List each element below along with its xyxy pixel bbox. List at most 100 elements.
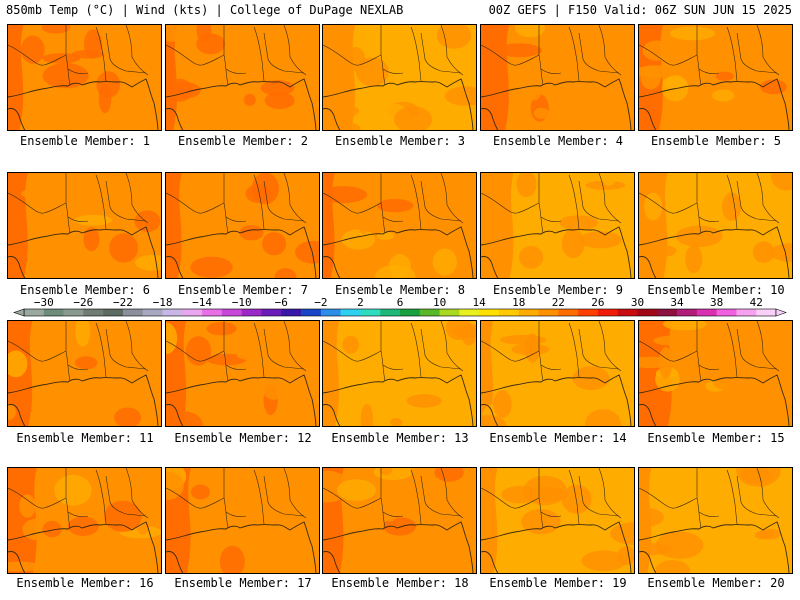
colorbar-bin	[380, 309, 401, 316]
state-border	[380, 321, 386, 382]
colorbar-bin	[24, 309, 45, 316]
ensemble-member-caption: Ensemble Member: 1	[19, 134, 151, 148]
colorbar-bin	[43, 309, 64, 316]
temperature-patch	[337, 479, 376, 501]
temperature-patch	[54, 474, 92, 506]
temperature-field-map	[481, 173, 634, 278]
temperature-patch	[669, 26, 716, 41]
temperature-field-map	[166, 173, 319, 278]
coastline	[639, 256, 657, 278]
temperature-patch	[342, 335, 359, 354]
state-border	[639, 192, 698, 214]
temperature-patch	[713, 376, 758, 391]
colorbar-bin	[578, 309, 599, 316]
temperature-field-map	[481, 468, 634, 573]
temperature-patch	[74, 214, 112, 226]
coastline	[8, 108, 26, 130]
colorbar-tick-label: 6	[397, 296, 404, 309]
state-border	[540, 511, 562, 518]
temperature-field-map	[323, 468, 476, 573]
temperature-patch	[42, 53, 81, 64]
state-border	[225, 511, 247, 518]
ensemble-map-panel	[480, 172, 635, 279]
temperature-patch	[260, 80, 295, 96]
state-border	[166, 487, 225, 509]
state-border	[8, 192, 67, 214]
state-border	[578, 32, 620, 74]
colorbar-tick-label: 30	[631, 296, 644, 309]
state-border	[410, 322, 422, 378]
state-border	[639, 340, 698, 362]
temperature-patch	[531, 217, 566, 242]
coastline	[481, 551, 499, 573]
temperature-patch	[8, 350, 28, 378]
state-border	[736, 180, 778, 222]
state-border	[67, 216, 89, 223]
coastline	[323, 108, 341, 130]
state-border	[380, 173, 386, 234]
temperature-patch	[61, 182, 96, 209]
ensemble-map-panel	[322, 320, 477, 427]
state-border	[263, 180, 305, 222]
state-border	[225, 216, 247, 223]
temperature-patch	[114, 386, 129, 403]
ensemble-member-caption: Ensemble Member: 12	[174, 431, 312, 445]
ensemble-map-panel	[7, 172, 162, 279]
temperature-patch	[360, 404, 374, 426]
coastline	[166, 551, 184, 573]
coastline	[166, 108, 184, 130]
temperature-patch	[685, 245, 703, 274]
temperature-patch	[495, 43, 543, 58]
state-border	[736, 475, 778, 517]
colorbar-bin	[340, 309, 361, 316]
colorbar-bin	[756, 309, 777, 316]
ensemble-map-panel	[322, 467, 477, 574]
colorbar-bin	[498, 309, 520, 316]
state-border	[105, 32, 147, 74]
state-border	[696, 321, 702, 382]
temperature-patch	[434, 468, 464, 482]
temperature-patch	[166, 411, 203, 426]
coastline	[166, 226, 317, 278]
temperature-patch	[436, 25, 472, 49]
temperature-patch	[484, 75, 506, 84]
temperature-patch	[262, 232, 287, 256]
state-border	[8, 44, 67, 66]
colorbar-bin	[439, 309, 460, 316]
state-border	[323, 44, 382, 66]
ensemble-map-panel	[638, 467, 793, 574]
temperature-patch	[521, 509, 561, 535]
state-border	[736, 32, 778, 74]
warm-temperature-region	[166, 173, 182, 278]
colorbar-tick-label: −30	[34, 296, 54, 309]
state-border	[323, 340, 382, 362]
temperature-patch	[263, 543, 285, 558]
temperature-patch	[533, 107, 550, 119]
temperature-patch	[375, 264, 416, 278]
temperature-patch	[658, 347, 673, 379]
temperature-patch	[432, 248, 457, 276]
state-border	[540, 216, 562, 223]
temperature-field-map	[639, 468, 792, 573]
state-border	[225, 68, 247, 75]
colorbar-bin	[617, 309, 638, 316]
temperature-patch	[493, 390, 512, 418]
colorbar-bin	[459, 309, 480, 316]
temperature-patch	[675, 225, 723, 248]
temperature-patch	[481, 415, 506, 426]
colorbar-bin	[736, 309, 757, 316]
temperature-patch	[497, 539, 520, 553]
state-border	[223, 321, 229, 382]
temperature-patch	[722, 192, 742, 221]
state-border	[125, 321, 149, 372]
temperature-patch	[469, 196, 476, 225]
temperature-patch	[206, 322, 237, 336]
state-border	[481, 192, 540, 214]
state-border	[726, 26, 738, 82]
temperature-patch	[248, 330, 269, 361]
colorbar-bin	[479, 309, 500, 316]
ensemble-member-caption: Ensemble Member: 19	[489, 576, 627, 590]
temperature-patch	[639, 543, 672, 556]
colorbar-bin	[221, 309, 242, 316]
coastline	[8, 78, 159, 130]
